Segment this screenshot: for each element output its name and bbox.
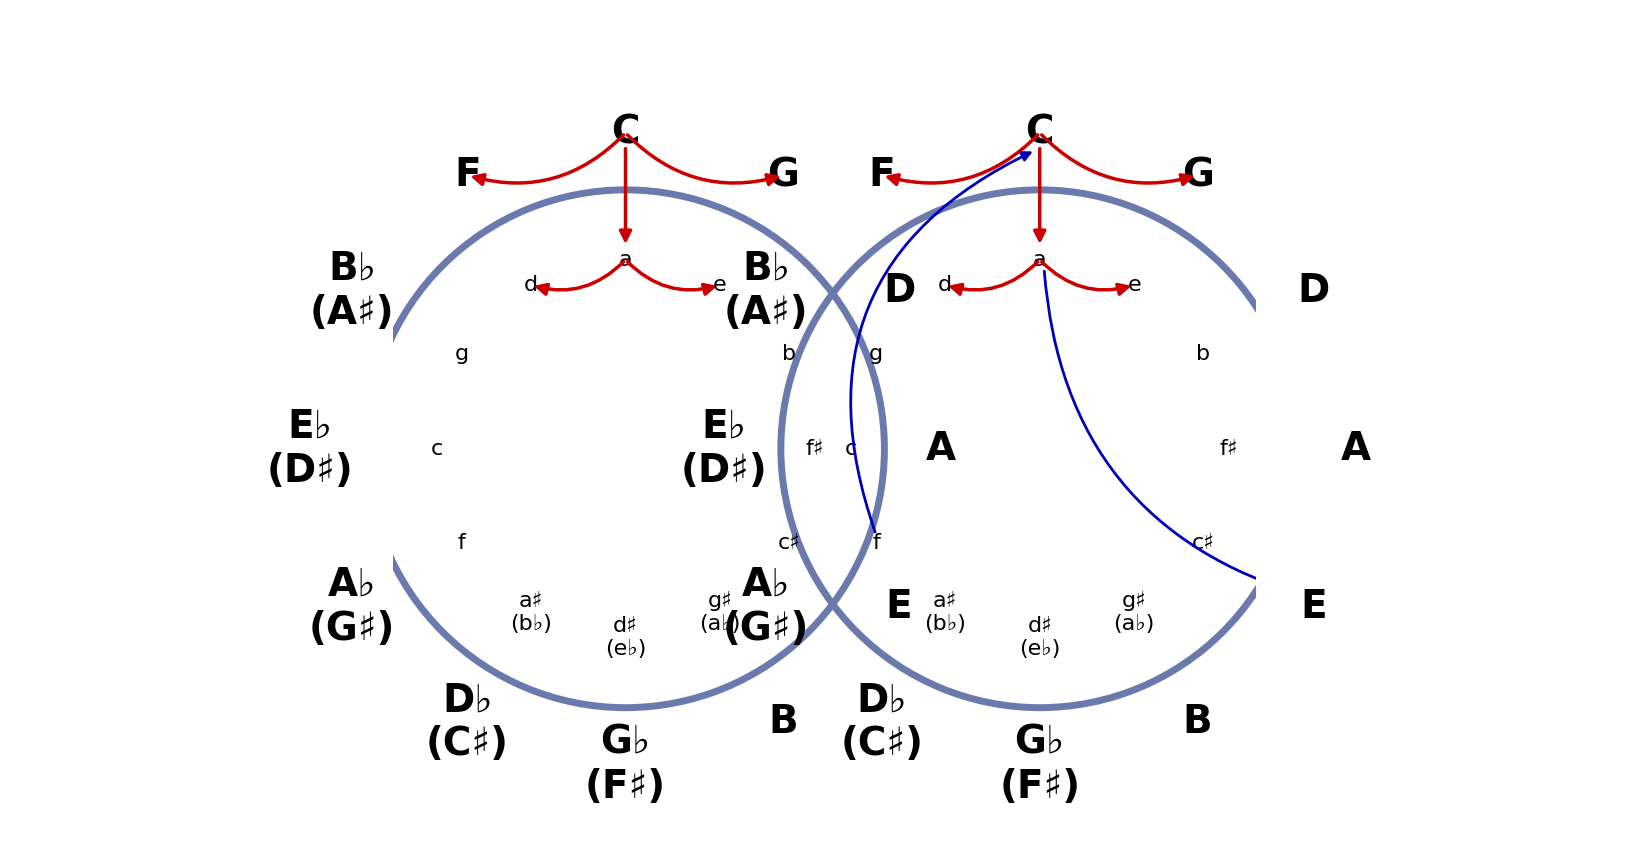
Text: f♯: f♯ xyxy=(1220,438,1238,459)
FancyArrowPatch shape xyxy=(628,135,776,185)
Text: E♭
(D♯): E♭ (D♯) xyxy=(681,407,768,490)
Text: A♭
(G♯): A♭ (G♯) xyxy=(723,565,809,648)
Text: E♭
(D♯): E♭ (D♯) xyxy=(267,407,353,490)
Text: e: e xyxy=(714,275,727,295)
Text: a: a xyxy=(1033,249,1046,270)
FancyArrowPatch shape xyxy=(850,153,1030,532)
Text: D: D xyxy=(1297,272,1330,310)
Text: g♯
(a♭): g♯ (a♭) xyxy=(699,591,740,634)
Text: C: C xyxy=(1025,114,1055,152)
Text: E: E xyxy=(1300,588,1327,626)
Text: d: d xyxy=(938,275,953,295)
FancyArrowPatch shape xyxy=(888,135,1038,185)
Text: a♯
(b♭): a♯ (b♭) xyxy=(925,591,966,634)
Text: e: e xyxy=(1127,275,1140,295)
Text: B: B xyxy=(1183,703,1213,741)
Text: d: d xyxy=(524,275,539,295)
FancyArrowPatch shape xyxy=(1045,271,1307,598)
Text: B♭
(A♯): B♭ (A♯) xyxy=(723,249,809,332)
Text: g: g xyxy=(455,344,470,364)
Text: D♭
(C♯): D♭ (C♯) xyxy=(427,681,509,763)
FancyArrowPatch shape xyxy=(475,135,623,185)
Text: C: C xyxy=(611,114,639,152)
Text: D: D xyxy=(883,272,915,310)
Text: c♯: c♯ xyxy=(778,533,801,553)
FancyArrowPatch shape xyxy=(537,261,623,294)
FancyArrowPatch shape xyxy=(1035,148,1045,240)
Text: F: F xyxy=(455,156,481,194)
Text: f♯: f♯ xyxy=(806,438,824,459)
FancyArrowPatch shape xyxy=(628,261,714,294)
Text: F: F xyxy=(868,156,895,194)
Text: a♯
(b♭): a♯ (b♭) xyxy=(511,591,552,634)
Text: A♭
(G♯): A♭ (G♯) xyxy=(308,565,396,648)
Text: D♭
(C♯): D♭ (C♯) xyxy=(840,681,923,763)
Text: G: G xyxy=(768,156,799,194)
Text: B: B xyxy=(768,703,798,741)
Text: g: g xyxy=(868,344,883,364)
Text: A: A xyxy=(926,430,956,468)
Text: G♭
(F♯): G♭ (F♯) xyxy=(999,723,1081,806)
Text: d♯
(e♭): d♯ (e♭) xyxy=(605,616,646,659)
Text: f: f xyxy=(458,533,466,553)
Text: G: G xyxy=(1182,156,1213,194)
Text: c♯: c♯ xyxy=(1192,533,1215,553)
FancyArrowPatch shape xyxy=(1042,261,1127,294)
Text: c: c xyxy=(430,438,443,459)
Text: b: b xyxy=(783,344,796,364)
Text: B♭
(A♯): B♭ (A♯) xyxy=(310,249,394,332)
FancyArrowPatch shape xyxy=(951,261,1038,294)
Text: A: A xyxy=(1340,430,1371,468)
Text: a: a xyxy=(618,249,633,270)
Text: g♯
(a♭): g♯ (a♭) xyxy=(1114,591,1155,634)
Text: G♭
(F♯): G♭ (F♯) xyxy=(585,723,666,806)
Text: f: f xyxy=(872,533,880,553)
FancyArrowPatch shape xyxy=(621,148,631,240)
Text: E: E xyxy=(885,588,913,626)
Text: c: c xyxy=(845,438,857,459)
FancyArrowPatch shape xyxy=(1042,135,1192,185)
Text: b: b xyxy=(1196,344,1211,364)
Text: d♯
(e♭): d♯ (e♭) xyxy=(1018,616,1060,659)
